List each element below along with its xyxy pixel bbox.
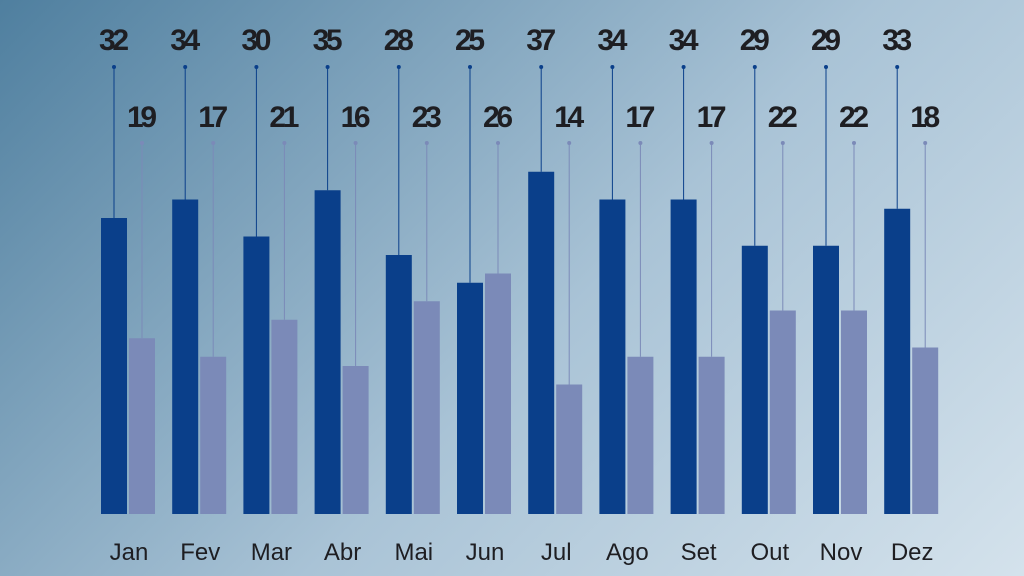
data-label-set-series-2: 17	[697, 101, 727, 134]
data-label-out-series-2: 22	[768, 101, 798, 134]
data-label-jun-series-2: 26	[483, 101, 513, 134]
leader-dot-jul-series-2	[567, 141, 572, 145]
data-label-out-series-1: 29	[740, 24, 770, 57]
bar-mai-series-1	[385, 255, 412, 514]
bar-set-series-1	[670, 199, 697, 514]
leader-dot-fev-series-2	[211, 141, 216, 145]
data-label-abr-series-2: 16	[341, 101, 371, 134]
bar-ago-series-1	[599, 199, 626, 514]
leader-dot-nov-series-2	[852, 141, 856, 145]
data-label-mar-series-1: 30	[241, 24, 271, 57]
data-label-mai-series-1: 28	[384, 24, 414, 57]
leader-dot-jan-series-1	[112, 65, 116, 69]
data-label-abr-series-1: 35	[313, 24, 343, 57]
bar-out-series-2	[769, 310, 796, 514]
leader-dot-jul-series-1	[539, 65, 544, 69]
bar-abr-series-1	[314, 190, 341, 514]
leader-dot-fev-series-1	[183, 65, 188, 69]
leader-dot-ago-series-2	[638, 141, 643, 145]
leader-dot-dez-series-1	[895, 65, 900, 69]
bar-nov-series-2	[841, 310, 867, 514]
leader-dot-jun-series-1	[468, 65, 472, 69]
category-label-out: Out	[750, 539, 789, 566]
leader-dot-ago-series-1	[610, 65, 615, 69]
data-label-fev-series-1: 34	[170, 24, 200, 57]
bar-set-series-2	[698, 356, 725, 514]
bar-mar-series-2	[271, 319, 298, 514]
data-label-mar-series-2: 21	[269, 101, 299, 134]
data-label-jul-series-2: 14	[554, 101, 584, 134]
category-label-dez: Dez	[891, 539, 934, 566]
category-label-set: Set	[681, 539, 717, 566]
data-label-nov-series-1: 29	[811, 24, 841, 57]
bar-mai-series-2	[413, 301, 440, 514]
bar-dez-series-1	[884, 208, 911, 514]
leader-dot-mar-series-1	[254, 65, 259, 69]
labels-layer: 32 19 Jan 34 17 Fev 30 21 Mar 35 16 Abr 28 23 Mai 25 26 J…	[99, 24, 940, 566]
bars-layer	[101, 171, 939, 514]
bar-dez-series-2	[912, 347, 939, 514]
bar-fev-series-2	[200, 356, 227, 514]
leader-dot-set-series-2	[709, 141, 714, 145]
data-label-ago-series-2: 17	[625, 101, 655, 134]
bar-ago-series-2	[627, 356, 654, 514]
leader-dot-abr-series-1	[325, 65, 330, 69]
bar-jan-series-2	[129, 338, 155, 514]
data-label-nov-series-2: 22	[839, 101, 869, 134]
category-label-abr: Abr	[324, 539, 361, 566]
category-label-mar: Mar	[251, 539, 292, 566]
bar-jun-series-2	[485, 273, 511, 514]
bar-jul-series-1	[528, 171, 555, 514]
category-label-jul: Jul	[541, 539, 572, 566]
bar-jan-series-1	[101, 218, 127, 514]
bar-jun-series-1	[457, 282, 483, 514]
category-label-jan: Jan	[110, 539, 149, 566]
leader-dot-dez-series-2	[923, 141, 928, 145]
bar-nov-series-1	[813, 245, 839, 514]
data-label-jul-series-1: 37	[526, 24, 556, 57]
category-label-ago: Ago	[606, 539, 649, 566]
data-label-mai-series-2: 23	[412, 101, 442, 134]
data-label-dez-series-2: 18	[910, 101, 940, 134]
leader-dot-jun-series-2	[496, 141, 500, 145]
data-label-fev-series-2: 17	[198, 101, 228, 134]
leader-dot-abr-series-2	[353, 141, 358, 145]
leader-dot-mar-series-2	[282, 141, 287, 145]
category-label-mai: Mai	[394, 539, 433, 566]
bar-mar-series-1	[243, 236, 270, 514]
leader-dot-set-series-1	[681, 65, 686, 69]
data-label-ago-series-1: 34	[597, 24, 627, 57]
leader-dot-out-series-2	[780, 141, 785, 145]
data-label-set-series-1: 34	[669, 24, 699, 57]
leader-dot-mai-series-1	[396, 65, 401, 69]
leader-dot-out-series-1	[752, 65, 757, 69]
data-label-jan-series-1: 32	[99, 24, 129, 57]
category-label-nov: Nov	[820, 539, 863, 566]
category-label-fev: Fev	[180, 539, 220, 566]
leader-dot-jan-series-2	[140, 141, 144, 145]
category-label-jun: Jun	[466, 539, 505, 566]
bar-out-series-1	[741, 245, 768, 514]
data-label-jun-series-1: 25	[455, 24, 485, 57]
data-label-jan-series-2: 19	[127, 101, 157, 134]
leader-dot-mai-series-2	[424, 141, 429, 145]
data-label-dez-series-1: 33	[882, 24, 912, 57]
leader-dot-nov-series-1	[824, 65, 828, 69]
bar-fev-series-1	[172, 199, 199, 514]
bar-jul-series-2	[556, 384, 583, 514]
bar-abr-series-2	[342, 366, 369, 514]
